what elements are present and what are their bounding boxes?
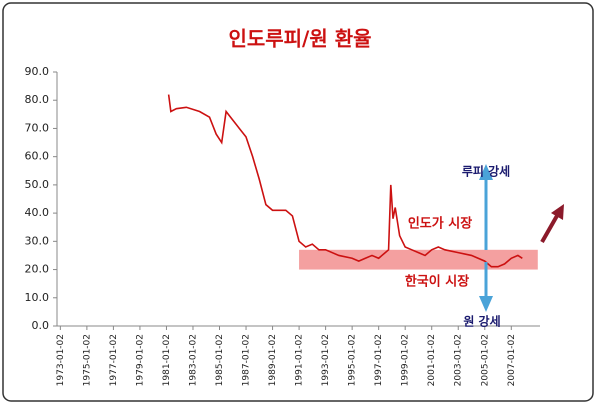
x-tick-label: 1997-01-02 [374, 334, 384, 386]
y-tick-label: 60.0 [25, 150, 50, 163]
x-tick-label: 1993-01-02 [321, 334, 331, 386]
annotation: 원 강세 [463, 314, 500, 329]
annotation: 인도가 시장 [408, 216, 472, 232]
arrow-head [551, 204, 564, 220]
band-layer [299, 249, 538, 270]
annotation: 루피 강세 [462, 164, 510, 179]
arrow-head [479, 164, 493, 180]
x-tick-label: 1977-01-02 [109, 334, 119, 386]
band [299, 249, 538, 270]
x-tick-label: 1985-01-02 [215, 334, 225, 386]
x-tick-label: 1981-01-02 [162, 334, 172, 386]
x-tick-label: 1987-01-02 [242, 334, 252, 386]
x-tick-label: 1989-01-02 [268, 334, 278, 386]
line [167, 94, 523, 268]
y-tick-label: 70.0 [25, 121, 50, 134]
annotation: 한국이 시장 [405, 274, 469, 290]
plot [167, 94, 523, 268]
y-tick-label: 50.0 [25, 178, 50, 191]
frame [2, 2, 594, 402]
x-tick-label: 1999-01-02 [401, 334, 411, 386]
y-tick-label: 80.0 [25, 93, 50, 106]
x-tick-label: 1975-01-02 [82, 334, 92, 386]
x-tick-label: 1983-01-02 [188, 334, 198, 386]
y-tick-label: 10.0 [25, 291, 50, 304]
x-tick-label: 1995-01-02 [348, 334, 358, 386]
x-tick-label: 2001-01-02 [427, 334, 437, 386]
y-tick-label: 40.0 [25, 206, 50, 219]
chart-title: 인도루피/원 환율 [228, 27, 371, 51]
x-tick-label: 1979-01-02 [135, 334, 145, 386]
x-tick-label: 1991-01-02 [295, 334, 305, 386]
y-tick-label: 90.0 [25, 65, 50, 78]
x-tick-label: 2005-01-02 [480, 334, 490, 386]
y-tick-label: 0.0 [32, 319, 50, 332]
x-tick-label: 1973-01-02 [56, 334, 66, 386]
axes: 0.0 10.0 20.0 30.0 40.0 50.0 60.0 70.0 80.0 90.0 1… [25, 65, 540, 386]
arrow-head [479, 296, 493, 312]
trend-arrow [540, 213, 560, 243]
x-tick-label: 2007-01-02 [507, 334, 517, 386]
y-tick-label: 30.0 [25, 234, 50, 247]
y-tick-label: 20.0 [25, 263, 50, 276]
x-tick-label: 2003-01-02 [454, 334, 464, 386]
